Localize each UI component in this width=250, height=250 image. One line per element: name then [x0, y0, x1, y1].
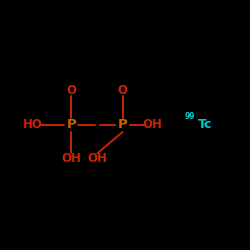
Text: OH: OH — [142, 118, 163, 132]
Text: O: O — [118, 84, 128, 96]
Text: P: P — [66, 118, 76, 132]
Text: 99: 99 — [184, 112, 195, 121]
Text: OH: OH — [88, 152, 108, 165]
Text: P: P — [118, 118, 128, 132]
Text: HO: HO — [22, 118, 42, 132]
Text: Tc: Tc — [198, 118, 212, 132]
Text: O: O — [66, 84, 76, 96]
Text: OH: OH — [61, 152, 81, 165]
